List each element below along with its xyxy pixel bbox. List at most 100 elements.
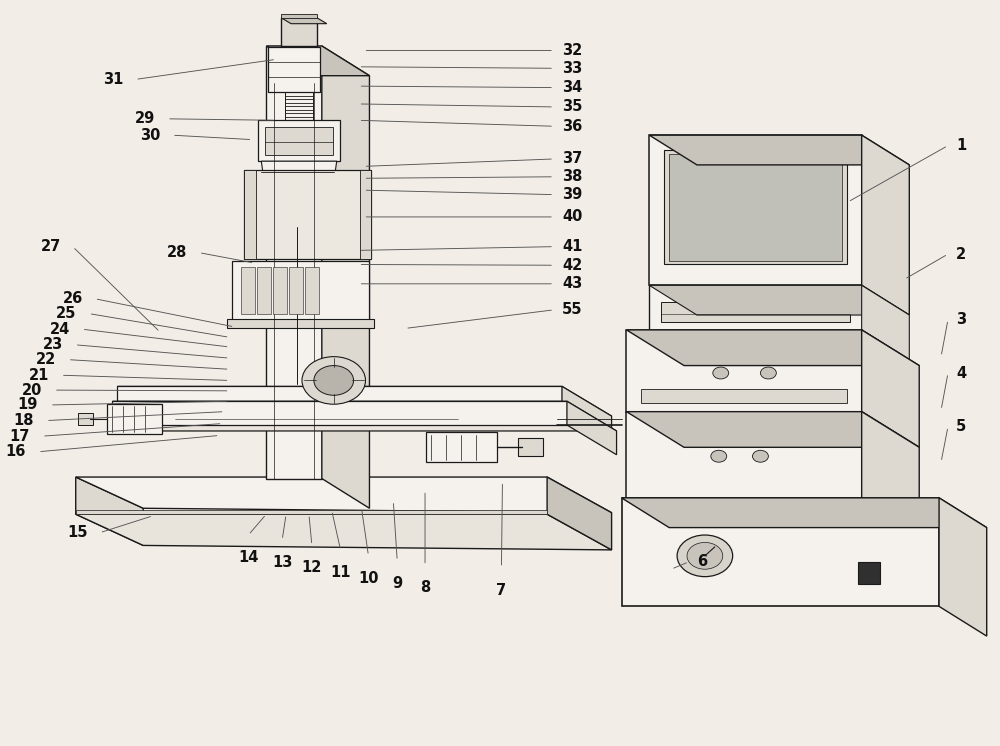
Polygon shape (76, 477, 143, 545)
Text: 18: 18 (14, 413, 34, 428)
Bar (289, 267, 303, 314)
Text: 24: 24 (50, 322, 70, 336)
Text: 27: 27 (41, 239, 61, 254)
Text: 29: 29 (135, 111, 155, 126)
Bar (669, 154, 842, 261)
Text: 38: 38 (562, 169, 582, 184)
Bar (626, 412, 862, 498)
Text: 21: 21 (29, 368, 49, 383)
Bar (78, 413, 93, 425)
Polygon shape (281, 18, 327, 24)
Text: 4: 4 (956, 366, 966, 380)
Text: 17: 17 (10, 429, 30, 444)
Polygon shape (261, 161, 337, 182)
Text: 12: 12 (302, 560, 322, 575)
Bar (285, 182, 309, 210)
Bar (360, 170, 371, 260)
Bar (281, 18, 317, 46)
Text: 30: 30 (140, 128, 160, 142)
Polygon shape (117, 386, 562, 401)
Bar (107, 404, 162, 434)
Text: 2: 2 (956, 247, 966, 262)
Text: 26: 26 (62, 291, 83, 306)
Bar (244, 170, 371, 260)
Text: 7: 7 (496, 583, 507, 598)
Text: 36: 36 (562, 119, 582, 134)
Bar (268, 48, 320, 92)
Bar (227, 319, 374, 327)
Text: 10: 10 (358, 571, 379, 586)
Bar (305, 267, 319, 314)
Circle shape (677, 535, 733, 577)
Text: 11: 11 (330, 565, 351, 580)
Polygon shape (862, 330, 919, 448)
Text: 33: 33 (562, 60, 582, 76)
Bar (649, 285, 862, 330)
Text: 25: 25 (56, 306, 77, 321)
Text: 6: 6 (697, 554, 707, 569)
Bar (273, 267, 287, 314)
Polygon shape (567, 401, 617, 455)
Text: 22: 22 (36, 352, 56, 367)
Bar (641, 389, 847, 403)
Polygon shape (547, 477, 612, 550)
Circle shape (314, 366, 354, 395)
Circle shape (713, 367, 729, 379)
Text: 23: 23 (43, 337, 63, 352)
Polygon shape (622, 498, 987, 527)
Text: 32: 32 (562, 43, 582, 58)
Polygon shape (112, 401, 617, 431)
Bar (426, 433, 497, 463)
Circle shape (753, 451, 768, 463)
Bar (518, 439, 543, 457)
Bar (661, 301, 850, 322)
Bar (266, 46, 322, 478)
Circle shape (711, 451, 727, 463)
Text: 3: 3 (956, 312, 966, 327)
Bar (241, 267, 255, 314)
Text: 14: 14 (238, 550, 259, 565)
Polygon shape (322, 46, 369, 508)
Bar (858, 562, 880, 584)
Bar (257, 267, 271, 314)
Text: 28: 28 (166, 245, 187, 260)
Bar (244, 170, 256, 260)
Bar (232, 261, 369, 320)
Text: 1: 1 (956, 138, 966, 153)
Polygon shape (76, 477, 612, 513)
Polygon shape (112, 401, 567, 425)
Text: 20: 20 (22, 383, 42, 398)
Text: 5: 5 (956, 419, 966, 434)
Text: 15: 15 (67, 525, 88, 540)
Bar (626, 330, 862, 412)
Text: 40: 40 (562, 210, 582, 225)
Text: 42: 42 (562, 257, 582, 273)
Bar (649, 135, 862, 285)
Text: 19: 19 (18, 398, 38, 413)
Text: 9: 9 (392, 576, 402, 591)
Polygon shape (626, 412, 919, 448)
Text: 8: 8 (420, 580, 430, 595)
Bar (265, 127, 333, 155)
Polygon shape (562, 386, 612, 431)
Polygon shape (117, 386, 612, 416)
Polygon shape (862, 412, 919, 533)
Bar (281, 14, 317, 18)
Circle shape (302, 357, 365, 404)
Text: 39: 39 (562, 187, 582, 202)
Polygon shape (939, 498, 987, 636)
Polygon shape (626, 330, 919, 366)
Text: 13: 13 (272, 555, 292, 570)
Text: 16: 16 (6, 445, 26, 460)
Text: 55: 55 (562, 302, 582, 317)
Bar (76, 510, 547, 514)
Circle shape (760, 367, 776, 379)
Bar (664, 150, 847, 265)
Circle shape (687, 542, 723, 569)
Polygon shape (649, 285, 909, 315)
Bar (622, 498, 939, 606)
Polygon shape (266, 46, 369, 75)
Polygon shape (291, 210, 303, 227)
Text: 43: 43 (562, 276, 582, 292)
Text: 31: 31 (103, 72, 123, 87)
